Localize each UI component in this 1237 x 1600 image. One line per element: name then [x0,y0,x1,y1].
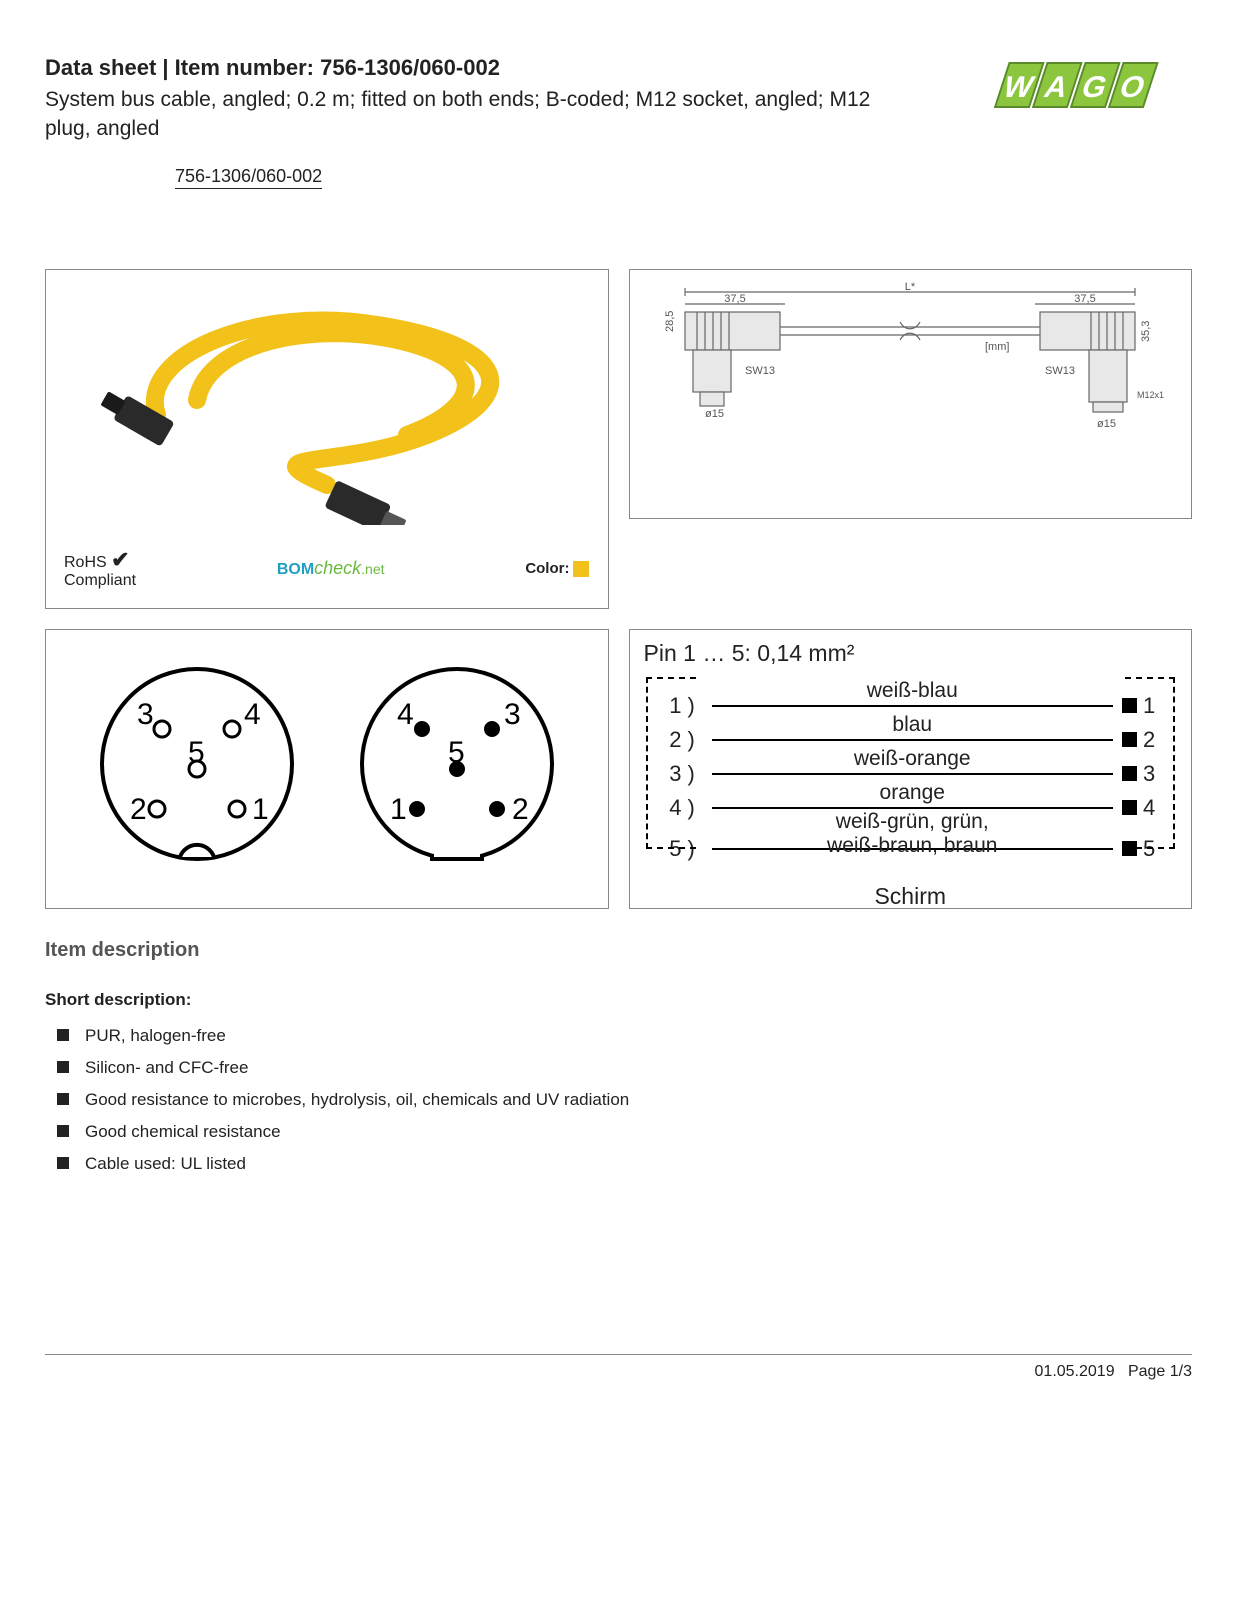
bomcheck-suffix: check [314,558,361,578]
product-footer: RoHS ✔ Compliant BOMcheck.net Color: [46,540,608,608]
item-description-heading: Item description [45,939,1192,962]
wire-label: blau [892,713,932,737]
title-item-number: 756-1306/060-002 [320,55,500,80]
wago-logo-icon: W A G O [982,55,1192,115]
title-prefix: Data sheet | Item number: [45,55,320,80]
pinout-socket-icon: 1 2 3 4 5 [92,659,302,879]
rohs-text: RoHS ✔ Compliant [64,548,136,590]
dim-L: L* [905,282,916,293]
color-indicator: Color: [525,560,589,578]
bomcheck-net: .net [361,561,384,577]
wire-line: weiß-grün, grün, weiß-braun, braun [712,848,1114,850]
wire-line: orange [712,807,1114,809]
svg-text:[mm]: [mm] [985,341,1009,353]
dimension-drawing-icon: L* 37,5 37,5 SW13 ø15 28,5 [645,282,1175,442]
footer-date: 01.05.2019 [1035,1363,1115,1380]
pinout-plug-icon: 1 2 3 4 5 [352,659,562,879]
pin-2: 2 [512,793,529,826]
wiring-title: Pin 1 … 5: 0,14 mm² [644,640,1178,667]
svg-text:SW13: SW13 [745,365,775,377]
svg-text:SW13: SW13 [1045,365,1075,377]
short-description-label: Short description: [45,990,1192,1010]
product-image [46,270,608,540]
wiring-box: Pin 1 … 5: 0,14 mm² 1 ) weiß-blau 1 2 ) … [629,629,1193,909]
pin-1: 1 [390,793,407,826]
header-text: Data sheet | Item number: 756-1306/060-0… [45,55,885,144]
svg-text:37,5: 37,5 [1075,293,1096,305]
svg-text:ø15: ø15 [705,408,724,420]
wire-label: weiß-grün, grün, [836,810,989,834]
item-number-link[interactable]: 756-1306/060-002 [175,166,322,189]
svg-text:35,3: 35,3 [1140,320,1152,341]
list-item: PUR, halogen-free [85,1026,1192,1046]
wire-label: weiß-orange [854,747,971,771]
pin-3: 3 [137,698,154,731]
bomcheck-badge: BOMcheck.net [277,558,385,579]
image-grid: RoHS ✔ Compliant BOMcheck.net Color: L* [45,269,1192,909]
list-item: Good chemical resistance [85,1122,1192,1142]
wiring-dashed-left [646,677,696,849]
logo: W A G O [982,55,1192,120]
wire-line: weiß-blau [712,705,1114,707]
wire-row-5: 5 ) weiß-grün, grün, weiß-braun, braun 5 [654,825,1168,873]
wire-label: weiß-blau [867,679,958,703]
title-line: Data sheet | Item number: 756-1306/060-0… [45,55,885,81]
svg-text:28,5: 28,5 [664,310,676,331]
product-photo-box: RoHS ✔ Compliant BOMcheck.net Color: [45,269,609,609]
check-icon: ✔ [111,547,129,572]
pin-4: 4 [397,698,414,731]
wiring-dashed-right [1125,677,1175,849]
rohs-line2: Compliant [64,572,136,589]
header: Data sheet | Item number: 756-1306/060-0… [45,55,1192,144]
rohs-line1: RoHS [64,554,107,571]
rohs-badge: RoHS ✔ Compliant [64,548,136,590]
description-list: PUR, halogen-free Silicon- and CFC-free … [45,1026,1192,1174]
footer-page: Page 1/3 [1128,1363,1192,1380]
dimension-drawing-box: L* 37,5 37,5 SW13 ø15 28,5 [629,269,1193,519]
wire-label: orange [880,781,945,805]
pin-5: 5 [188,736,205,769]
svg-text:37,5: 37,5 [725,293,746,305]
wire-line: weiß-orange [712,773,1114,775]
color-label: Color: [525,560,569,577]
wire-label-2: weiß-braun, braun [827,834,997,858]
cable-illustration-icon [77,285,577,525]
svg-text:M12x1: M12x1 [1137,390,1164,400]
bomcheck-prefix: BOM [277,561,314,578]
pin-2: 2 [130,793,147,826]
wire-line: blau [712,739,1114,741]
color-swatch [573,561,589,577]
wiring-diagram: 1 ) weiß-blau 1 2 ) blau 2 3 ) weiß-oran… [644,673,1178,877]
pin-1: 1 [252,793,269,826]
schirm-label: Schirm [644,883,1178,910]
list-item: Silicon- and CFC-free [85,1058,1192,1078]
page-footer: 01.05.2019 Page 1/3 [45,1354,1192,1381]
list-item: Cable used: UL listed [85,1154,1192,1174]
pin-3: 3 [504,698,521,731]
pin-4: 4 [244,698,261,731]
subtitle: System bus cable, angled; 0.2 m; fitted … [45,85,885,144]
svg-text:ø15: ø15 [1097,418,1116,430]
pin-5: 5 [448,736,465,769]
list-item: Good resistance to microbes, hydrolysis,… [85,1090,1192,1110]
pinout-box: 1 2 3 4 5 1 2 3 4 5 [45,629,609,909]
